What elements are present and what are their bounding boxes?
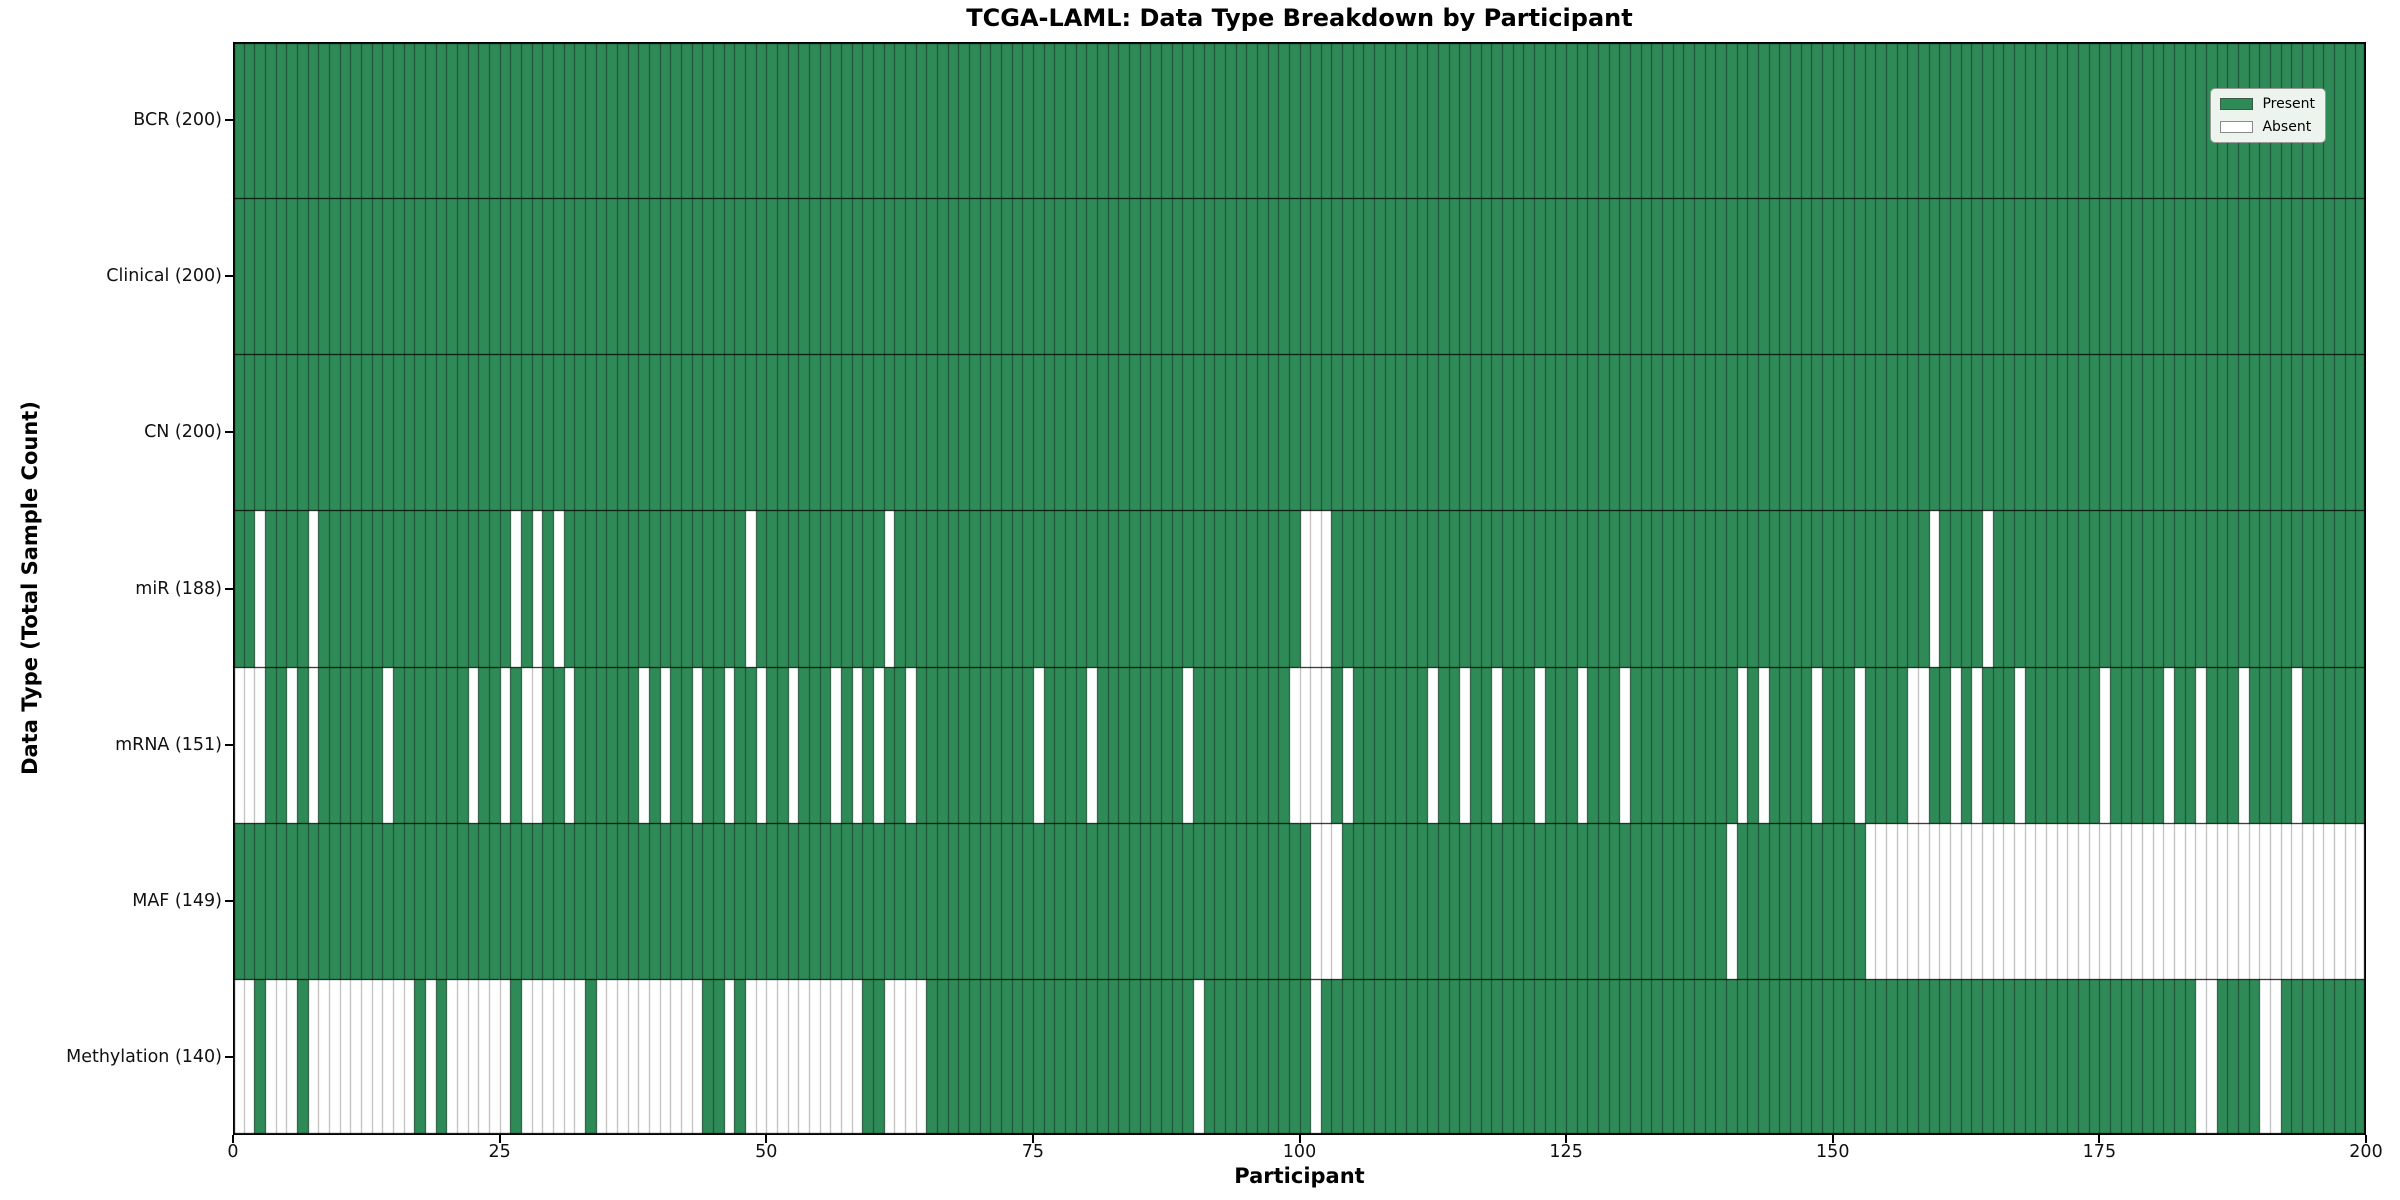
- row-label-MAF: MAF (149): [132, 890, 222, 911]
- y-tick-mark: [225, 119, 233, 122]
- plot-area: Present Absent: [233, 42, 2366, 1135]
- y-tick-mark: [225, 743, 233, 746]
- legend-entry-present: Present: [2220, 96, 2315, 112]
- x-tick-mark: [765, 1135, 768, 1143]
- x-tick-label-175: 175: [2082, 1142, 2117, 1162]
- y-tick-mark: [225, 1055, 233, 1058]
- x-tick-label-50: 50: [755, 1142, 778, 1162]
- x-tick-label-150: 150: [1816, 1142, 1850, 1162]
- x-tick-mark: [1565, 1135, 1568, 1143]
- legend-swatch-present: [2220, 98, 2254, 110]
- x-tick-mark: [2365, 1135, 2367, 1143]
- x-tick-mark: [2098, 1135, 2101, 1143]
- legend-label: Present: [2262, 96, 2315, 112]
- row-label-miR: miR (188): [135, 578, 222, 599]
- row-label-mRNA: mRNA (151): [115, 734, 222, 755]
- x-tick-label-125: 125: [1549, 1142, 1583, 1162]
- x-tick-label-0: 0: [227, 1142, 239, 1162]
- x-tick-label-200: 200: [2349, 1142, 2383, 1162]
- x-axis-label: Participant: [1234, 1164, 1365, 1188]
- legend: Present Absent: [2210, 88, 2326, 143]
- legend-label: Absent: [2262, 119, 2312, 135]
- x-tick-label-100: 100: [1282, 1142, 1317, 1162]
- row-label-Clinical: Clinical (200): [106, 266, 222, 287]
- y-tick-mark: [225, 275, 233, 278]
- x-tick-label-25: 25: [488, 1142, 511, 1162]
- x-tick-mark: [232, 1135, 234, 1143]
- row-label-CN: CN (200): [144, 422, 222, 443]
- x-tick-label-75: 75: [1021, 1142, 1045, 1162]
- row-label-BCR: BCR (200): [133, 110, 222, 131]
- x-tick-mark: [1031, 1135, 1034, 1143]
- heatmap-canvas: [233, 42, 2366, 1135]
- chart-title: TCGA-LAML: Data Type Breakdown by Partic…: [966, 4, 1633, 32]
- y-tick-mark: [225, 587, 233, 590]
- legend-swatch-absent: [2220, 121, 2254, 133]
- x-tick-mark: [1831, 1135, 1834, 1143]
- y-tick-mark: [225, 899, 233, 902]
- x-tick-mark: [1298, 1135, 1301, 1143]
- row-label-Methylation: Methylation (140): [66, 1046, 222, 1067]
- x-tick-mark: [498, 1135, 501, 1143]
- legend-entry-absent: Absent: [2220, 119, 2315, 135]
- y-axis-label: Data Type (Total Sample Count): [18, 401, 42, 775]
- y-tick-mark: [225, 431, 233, 434]
